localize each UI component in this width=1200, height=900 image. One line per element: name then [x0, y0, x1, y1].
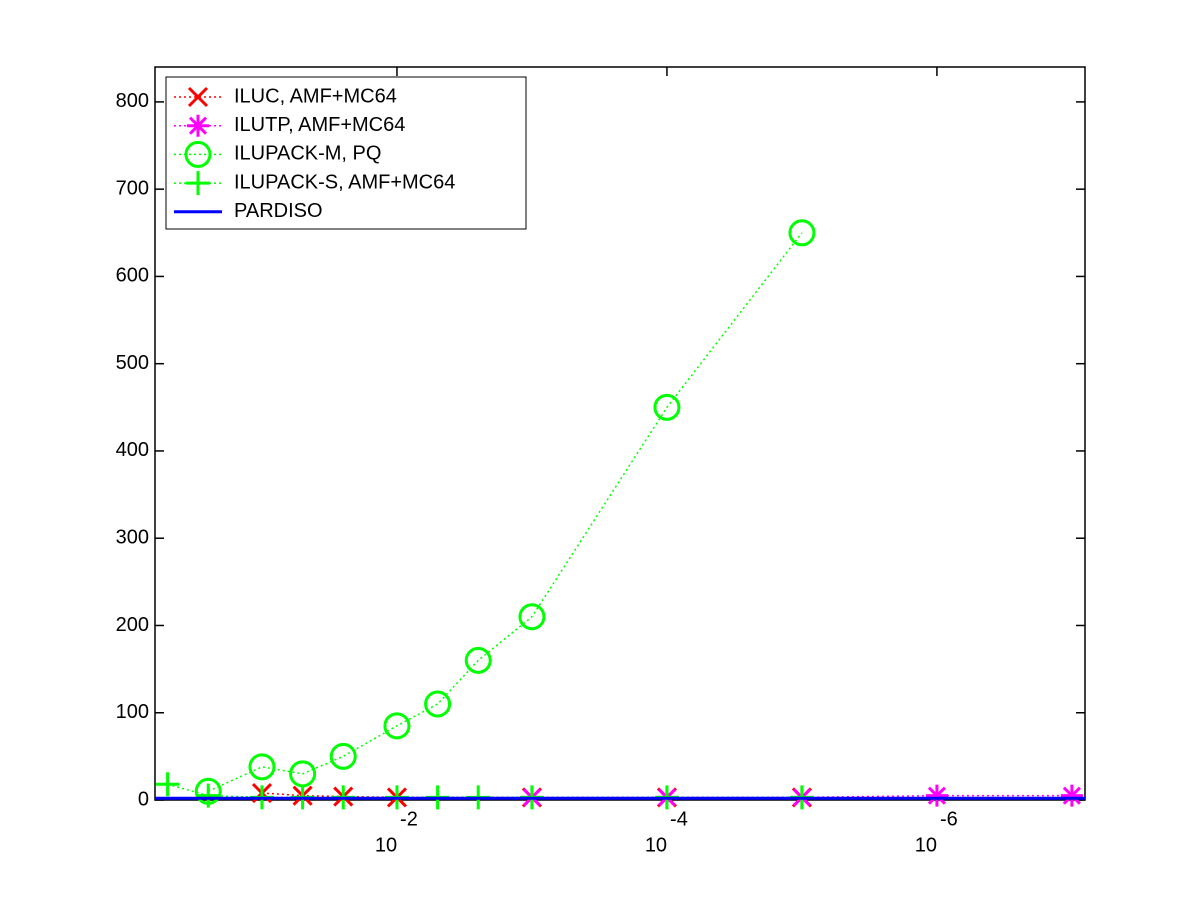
y-tick-label: 200 — [116, 614, 149, 636]
marker — [196, 783, 221, 808]
marker — [187, 86, 209, 108]
y-tick-label: 300 — [116, 526, 149, 548]
marker — [1060, 784, 1083, 807]
series-line — [207, 232, 803, 792]
marker — [424, 690, 452, 718]
legend-label: ILUC, AMF+MC64 — [234, 85, 397, 107]
marker — [925, 784, 948, 807]
marker — [155, 772, 180, 797]
marker — [518, 603, 546, 631]
marker — [248, 753, 276, 781]
x-tick-exponent: -6 — [940, 808, 958, 830]
y-tick-label: 500 — [116, 352, 149, 374]
y-tick-label: 600 — [116, 265, 149, 287]
marker — [186, 171, 210, 196]
legend-label: ILUTP, AMF+MC64 — [234, 114, 405, 136]
x-tick-label: 10 — [375, 834, 397, 856]
y-tick-label: 400 — [116, 439, 149, 461]
marker — [653, 393, 681, 421]
marker — [383, 712, 411, 740]
y-tick-label: 0 — [138, 788, 149, 810]
legend-label: ILUPACK-M, PQ — [234, 143, 381, 165]
y-tick-label: 100 — [116, 701, 149, 723]
x-tick-label: 10 — [915, 834, 937, 856]
y-tick-label: 700 — [116, 177, 149, 199]
marker — [329, 742, 357, 770]
legend-label: PARDISO — [234, 200, 323, 222]
marker — [788, 219, 816, 247]
x-tick-exponent: -4 — [670, 808, 688, 830]
marker — [184, 140, 212, 168]
y-tick-label: 800 — [116, 90, 149, 112]
x-tick-label: 10 — [645, 834, 667, 856]
legend-label: ILUPACK-S, AMF+MC64 — [234, 171, 455, 193]
marker — [187, 114, 209, 137]
x-tick-exponent: -2 — [400, 808, 418, 830]
marker — [464, 646, 492, 674]
legend-box — [165, 76, 527, 230]
